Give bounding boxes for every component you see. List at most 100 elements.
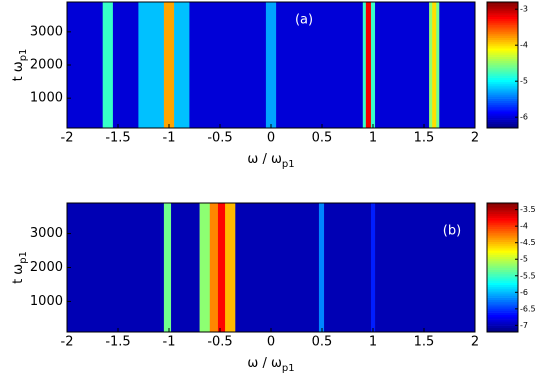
colorbar-step <box>487 111 518 114</box>
colorbar-step <box>487 329 518 333</box>
colorbar-step <box>487 121 518 125</box>
heat-column <box>375 203 476 332</box>
heat-column <box>67 2 103 128</box>
colorbar-tick-label: -5 <box>520 77 528 86</box>
colorbar-step <box>487 271 518 275</box>
colorbar-step <box>487 73 518 76</box>
colorbar-step <box>487 269 518 273</box>
x-label-main: ω / ω <box>247 152 281 167</box>
colorbar-step <box>487 323 518 326</box>
x-tick-label: -0.5 <box>207 131 232 146</box>
colorbar-step <box>487 115 518 118</box>
colorbar-step <box>487 282 518 285</box>
colorbar-step <box>487 125 518 129</box>
colorbar-step <box>487 243 518 247</box>
colorbar-step <box>487 316 518 320</box>
colorbar-step <box>487 205 518 208</box>
colorbar-frame <box>486 1 519 129</box>
colorbar-step <box>487 98 518 101</box>
colorbar-step <box>487 54 518 57</box>
colorbar-step <box>487 297 518 301</box>
colorbar-step <box>487 71 518 74</box>
colorbar-step <box>487 278 518 281</box>
x-tick-label: -1 <box>163 131 176 146</box>
colorbar-frame <box>486 202 519 333</box>
colorbar-tick-label: -6 <box>520 113 528 122</box>
x-tick-label: 1.5 <box>414 335 435 350</box>
x-tick-label: -2 <box>61 335 74 350</box>
heat-column <box>375 2 430 128</box>
x-tick-label: -0.5 <box>207 335 232 350</box>
colorbar-step <box>487 50 518 53</box>
x-label-main: ω / ω <box>247 356 281 371</box>
colorbar-step <box>487 39 518 43</box>
heat-column <box>163 2 175 128</box>
x-axis-label: ω / ωp1 <box>247 356 294 375</box>
colorbar: -3.5 -4 -4.5 -5 -5.5 -6 -6.5 -7 <box>486 202 535 333</box>
colorbar-step <box>487 12 518 15</box>
colorbar-step <box>487 319 518 322</box>
colorbar-step <box>487 94 518 97</box>
colorbar-step <box>487 273 518 277</box>
colorbar-step <box>487 117 518 120</box>
x-tick-label: 1 <box>369 131 377 146</box>
heat-column <box>67 203 165 332</box>
colorbar-step <box>487 4 518 7</box>
x-tick-label: 1 <box>369 335 377 350</box>
colorbar-step <box>487 226 518 230</box>
colorbar-step <box>487 276 518 279</box>
heat-column <box>199 203 211 332</box>
colorbar-step <box>487 235 518 238</box>
colorbar-step <box>487 295 518 298</box>
colorbar-step <box>487 6 518 9</box>
colorbar-step <box>487 246 518 249</box>
heat-column <box>138 2 165 128</box>
colorbar-step <box>487 261 518 264</box>
colorbar-step <box>487 100 518 104</box>
colorbar-tick-label: -3 <box>520 5 528 14</box>
heat-column <box>439 2 476 128</box>
x-tick-label: 2 <box>471 131 479 146</box>
colorbar-step <box>487 35 518 38</box>
colorbar-tick-label: -4.5 <box>520 238 535 247</box>
colorbar-step <box>487 222 518 225</box>
y-tick-label: 1000 <box>30 294 63 309</box>
colorbar-step <box>487 325 518 328</box>
heat-column <box>235 203 320 332</box>
colorbar: -3 -4 -5 -6 <box>486 1 528 129</box>
x-tick-label: -1.5 <box>105 131 130 146</box>
colorbar-step <box>487 284 518 288</box>
colorbar-step <box>487 75 518 78</box>
colorbar-step <box>487 90 518 93</box>
colorbar-step <box>487 102 518 106</box>
colorbar-step <box>487 256 518 260</box>
colorbar-step <box>487 88 518 91</box>
colorbar-step <box>487 291 518 294</box>
colorbar-step <box>487 267 518 270</box>
y-axis-label: t ωp1 <box>11 49 30 82</box>
colorbar-step <box>487 237 518 240</box>
colorbar-step <box>487 327 518 331</box>
y-label-main: t ω <box>11 264 26 284</box>
x-tick-label: -2 <box>61 131 74 146</box>
colorbar-step <box>487 2 518 5</box>
heat-column <box>174 2 190 128</box>
colorbar-tick-label: -4 <box>520 41 528 50</box>
heat-column <box>163 203 172 332</box>
colorbar-step <box>487 20 518 24</box>
colorbar-step <box>487 77 518 80</box>
colorbar-step <box>487 10 518 13</box>
colorbar-step <box>487 33 518 36</box>
heat-column <box>432 2 437 128</box>
heat-column <box>365 2 372 128</box>
colorbar-step <box>487 48 518 51</box>
colorbar-step <box>487 29 518 32</box>
x-tick-label: 0 <box>267 335 275 350</box>
y-tick-label: 1000 <box>30 91 63 106</box>
colorbar-step <box>487 79 518 83</box>
colorbar-step <box>487 123 518 127</box>
annotation: (a) <box>295 13 313 28</box>
colorbar-step <box>487 62 518 66</box>
